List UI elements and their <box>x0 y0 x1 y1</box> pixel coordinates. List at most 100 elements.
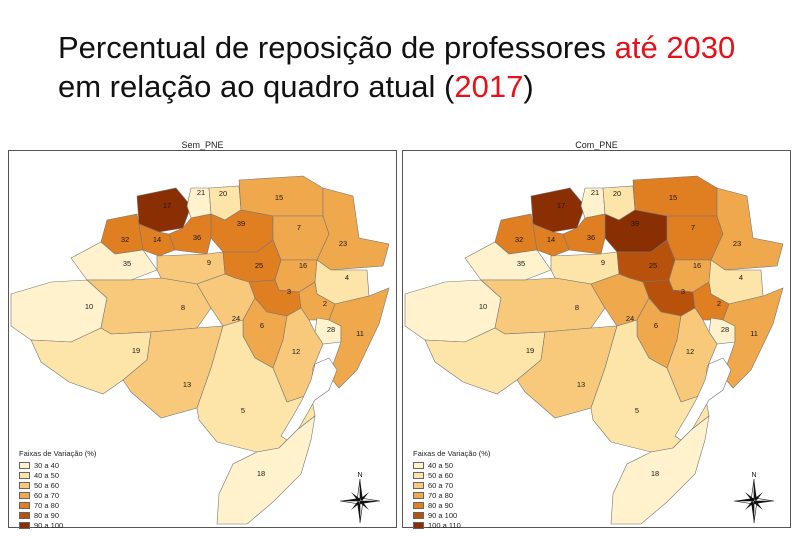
region-2 <box>692 281 730 321</box>
legend-label: 50 a 60 <box>34 480 60 490</box>
region-label-39: 39 <box>631 219 639 228</box>
region-label-16: 16 <box>299 261 307 270</box>
legend-label: 100 a 110 <box>428 520 461 530</box>
region-11 <box>722 287 784 389</box>
legend-label: 70 a 80 <box>34 500 60 510</box>
legend-swatch <box>19 511 30 519</box>
region-18 <box>610 415 710 525</box>
region-2 <box>298 281 336 321</box>
page-title: Percentual de reposição de professores a… <box>58 28 778 106</box>
legend-swatch <box>19 491 30 499</box>
region-label-14: 14 <box>153 235 161 244</box>
legend-title: Faixas de Variação (%) <box>19 449 97 458</box>
compass-north-label: N <box>751 472 756 479</box>
title-line-2: em relação ao quadro atual (2017) <box>58 67 778 106</box>
legend-label: 80 a 90 <box>34 510 60 520</box>
region-label-11: 11 <box>356 329 364 338</box>
legend-item: 100 a 110 <box>413 520 490 530</box>
region-label-13: 13 <box>183 380 191 389</box>
region-label-21: 21 <box>197 188 205 197</box>
region-12 <box>272 307 324 403</box>
region-label-3: 3 <box>681 287 685 296</box>
legend-label: 40 a 50 <box>428 460 454 470</box>
region-8 <box>480 277 606 335</box>
region-12 <box>666 307 718 403</box>
legend-label: 60 a 70 <box>428 480 454 490</box>
legend-item: 60 a 70 <box>19 490 96 500</box>
region-label-9: 9 <box>601 258 605 267</box>
region-label-5: 5 <box>635 406 639 415</box>
region-label-18: 18 <box>257 469 265 478</box>
region-label-13: 13 <box>577 380 585 389</box>
map-title: Sem_PNE <box>181 140 224 150</box>
region-label-6: 6 <box>654 321 658 330</box>
region-23 <box>710 187 784 271</box>
legend-item: 70 a 80 <box>19 500 96 510</box>
title-line-1: Percentual de reposição de professores a… <box>58 28 778 67</box>
region-label-16: 16 <box>693 261 701 270</box>
legend-item: 80 a 90 <box>413 500 490 510</box>
region-label-17: 17 <box>163 201 171 210</box>
legend-items: 30 a 40 40 a 50 50 a 60 60 a 70 70 a 80 80 a … <box>19 460 96 530</box>
region-label-20: 20 <box>219 189 227 198</box>
region-label-32: 32 <box>121 235 129 244</box>
region-label-12: 12 <box>686 347 694 356</box>
region-label-2: 2 <box>323 299 327 308</box>
region-36 <box>562 213 606 255</box>
legend-swatch <box>19 501 30 509</box>
region-label-7: 7 <box>297 223 301 232</box>
region-label-6: 6 <box>260 321 264 330</box>
region-label-12: 12 <box>292 347 300 356</box>
legend-swatch <box>413 521 424 529</box>
region-label-8: 8 <box>575 303 579 312</box>
region-label-3: 3 <box>287 287 291 296</box>
title-highlight: até 2030 <box>614 30 736 65</box>
region-label-4: 4 <box>345 273 349 282</box>
region-label-36: 36 <box>587 233 595 242</box>
legend-item: 50 a 60 <box>19 480 96 490</box>
region-label-2: 2 <box>717 299 721 308</box>
legend-swatch <box>413 491 424 499</box>
region-label-4: 4 <box>739 273 743 282</box>
title-paren: ) <box>523 69 534 104</box>
region-17 <box>136 187 192 233</box>
region-label-39: 39 <box>237 219 245 228</box>
legend-item: 80 a 90 <box>19 510 96 520</box>
compass-rose-icon: N <box>339 472 381 524</box>
region-5 <box>590 319 710 453</box>
region-8 <box>86 277 212 335</box>
region-label-10: 10 <box>85 302 93 311</box>
legend-item: 30 a 40 <box>19 460 96 470</box>
region-label-35: 35 <box>517 259 525 268</box>
region-label-17: 17 <box>557 201 565 210</box>
map-panel-com-pne: Com_PNE 17 21 20 15 39 7 23 32 14 36 35 9 25 16 4 10 8 3 2… <box>402 140 791 530</box>
legend-item: 90 a 100 <box>19 520 96 530</box>
compass-rose-icon: N <box>733 472 775 524</box>
region-5 <box>196 319 316 453</box>
compass-north-label: N <box>357 472 362 479</box>
map-panel-sem-pne: Sem_PNE 17 21 20 15 39 7 23 32 14 36 35 9 25 16 4 10 8 3 2… <box>8 140 397 530</box>
legend-label: 30 a 40 <box>34 460 60 470</box>
region-label-23: 23 <box>733 239 741 248</box>
lagoon <box>280 357 338 441</box>
title-text: Percentual de reposição de professores <box>58 30 615 65</box>
title-year: 2017 <box>454 69 524 104</box>
region-label-23: 23 <box>339 239 347 248</box>
region-18 <box>216 415 316 525</box>
region-label-35: 35 <box>123 259 131 268</box>
region-label-32: 32 <box>515 235 523 244</box>
legend-item: 50 a 60 <box>413 470 490 480</box>
legend-label: 70 a 80 <box>428 490 454 500</box>
legend-label: 50 a 60 <box>428 470 454 480</box>
region-label-28: 28 <box>721 325 729 334</box>
legend-swatch <box>413 471 424 479</box>
legend-label: 80 a 90 <box>428 500 454 510</box>
lagoon <box>674 357 732 441</box>
region-label-9: 9 <box>207 258 211 267</box>
legend-label: 90 a 100 <box>428 510 458 520</box>
map-title: Com_PNE <box>575 140 618 150</box>
region-36 <box>168 213 212 255</box>
title-text-2: em relação ao quadro atual ( <box>58 69 455 104</box>
